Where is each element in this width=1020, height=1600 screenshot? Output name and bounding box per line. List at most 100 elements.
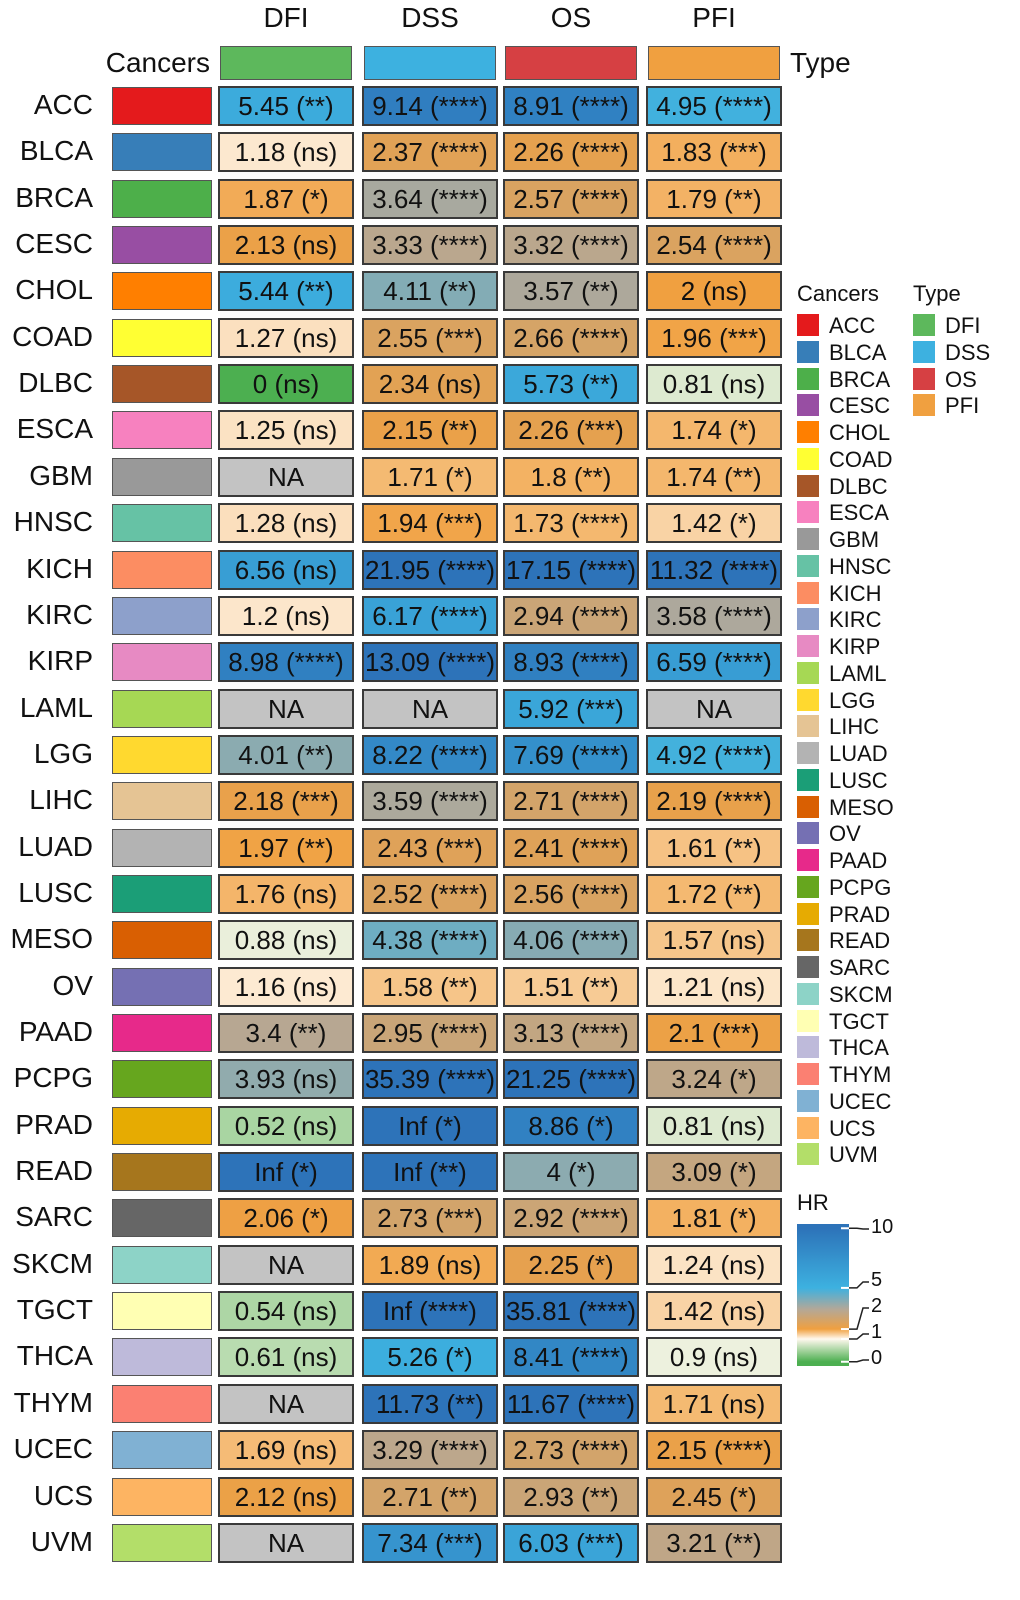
legend-label: PAAD <box>829 848 888 873</box>
cancer-strip-prad <box>112 1106 212 1145</box>
cancer-strip-laml <box>112 689 212 728</box>
heatmap-cell: 1.72 (**) <box>646 873 782 914</box>
type-legend-title: Type <box>913 281 961 306</box>
heatmap-cell: 3.57 (**) <box>503 271 639 312</box>
column-header-dss: DSS <box>401 2 459 33</box>
type-legend-label: PFI <box>945 393 980 419</box>
heatmap-cell: 8.22 (****) <box>362 734 498 775</box>
legend-label: TGCT <box>829 1008 889 1034</box>
column-header-dfi: DFI <box>263 2 309 33</box>
heatmap-cell: 2.26 (****) <box>503 132 639 173</box>
cancer-strip-brca <box>112 179 212 218</box>
legend-label: ESCA <box>829 500 889 526</box>
heatmap-cell: 2.15 (**) <box>362 410 498 451</box>
heatmap-cell: 35.39 (****) <box>362 1059 498 1100</box>
legend-swatch <box>797 795 819 818</box>
heatmap-cell: 4.95 (****) <box>646 86 782 126</box>
heatmap-cell: 0.52 (ns) <box>218 1105 354 1146</box>
heatmap-cell: 1.57 (ns) <box>646 920 782 961</box>
legend-label: KICH <box>829 580 882 606</box>
legend-swatch <box>797 635 819 657</box>
legend-label: SARC <box>829 955 891 980</box>
legend-label: UCS <box>829 1115 876 1141</box>
heatmap-cell: 1.8 (**) <box>503 456 639 497</box>
row-label: LGG <box>33 737 93 769</box>
heatmap-cell: 5.26 (*) <box>362 1337 498 1378</box>
legend-swatch <box>797 421 819 443</box>
legend-swatch <box>797 394 819 417</box>
cancer-strip-ucs <box>112 1477 212 1516</box>
legend-label: CESC <box>829 393 891 419</box>
heatmap-cell: 21.25 (****) <box>503 1059 639 1100</box>
heatmap-cell: 35.81 (****) <box>503 1291 639 1332</box>
heatmap-cell: 1.96 (***) <box>646 317 782 358</box>
type-annotation-label: Type <box>790 47 851 78</box>
heatmap-cell: 1.87 (*) <box>218 178 354 219</box>
legend-label: READ <box>829 928 891 954</box>
heatmap-cell: 1.97 (**) <box>218 827 354 868</box>
heatmap-cell: 5.73 (**) <box>503 364 639 405</box>
type-legend-swatch <box>913 367 935 390</box>
type-legend-label: OS <box>945 366 977 392</box>
cancer-strip-read <box>112 1153 212 1192</box>
heatmap-cell: 6.03 (***) <box>503 1522 639 1563</box>
heatmap-cell: 5.45 (**) <box>218 86 354 126</box>
cancer-strip-lihc <box>112 782 212 821</box>
heatmap-cell: 3.32 (****) <box>503 225 639 266</box>
heatmap-cell: 1.81 (*) <box>646 1198 782 1239</box>
type-legend-swatch <box>913 394 935 417</box>
heatmap-cell: 3.93 (ns) <box>218 1059 354 1100</box>
row-label: CESC <box>15 228 93 260</box>
legend-label: UVM <box>829 1142 878 1168</box>
row-label: PCPG <box>13 1062 93 1094</box>
type-strip-dss <box>364 46 496 80</box>
heatmap-cell: 3.33 (****) <box>362 225 498 266</box>
heatmap-cell: 1.25 (ns) <box>218 410 354 451</box>
legend-label: COAD <box>829 446 893 472</box>
hr-tick-leader <box>849 1359 869 1363</box>
heatmap-cell: NA <box>218 1383 354 1424</box>
row-label: KICH <box>26 552 93 584</box>
heatmap-cell: 4.01 (**) <box>218 734 354 775</box>
cancer-strip-chol <box>112 272 212 311</box>
cancer-strip-sarc <box>112 1199 212 1238</box>
legend-swatch <box>797 528 819 550</box>
heatmap-cell: 2.94 (****) <box>503 595 639 636</box>
cancer-strip-luad <box>112 828 212 867</box>
row-label: LUSC <box>18 876 93 908</box>
legend-label: CHOL <box>829 420 891 445</box>
heatmap-cell: 1.27 (ns) <box>218 317 354 358</box>
legend-swatch <box>797 1116 819 1139</box>
heatmap-cell: Inf (**) <box>362 1152 498 1193</box>
heatmap-cell: 2.43 (***) <box>362 827 498 868</box>
heatmap-cell: 2.66 (****) <box>503 317 639 358</box>
heatmap-cell: 3.59 (****) <box>362 781 498 822</box>
heatmap-cell: 2.71 (**) <box>362 1476 498 1517</box>
hr-colorbar-gradient <box>797 1224 849 1366</box>
hr-tick-leader <box>849 1281 869 1289</box>
heatmap-cell: 11.32 (****) <box>646 549 782 590</box>
hr-tick-label: 5 <box>871 1269 883 1291</box>
heatmap-cell: 1.73 (****) <box>503 503 639 544</box>
row-label: ESCA <box>16 413 93 445</box>
heatmap-cell: 2.71 (****) <box>503 781 639 822</box>
heatmap-cell: 8.98 (****) <box>218 642 354 683</box>
heatmap-cell: 0 (ns) <box>218 364 354 405</box>
legend-swatch <box>797 1143 819 1166</box>
heatmap-cell: 3.09 (*) <box>646 1152 782 1193</box>
cancer-strip-lgg <box>112 735 212 774</box>
heatmap-cell: 1.74 (*) <box>646 410 782 451</box>
cancer-strip-coad <box>112 318 212 357</box>
legend-label: PRAD <box>829 901 891 927</box>
hr-tick-leader <box>849 1333 869 1340</box>
row-label: CHOL <box>15 274 93 306</box>
legend-swatch <box>797 1063 819 1085</box>
heatmap-cell: 2.56 (****) <box>503 873 639 914</box>
heatmap-cell: 4.06 (****) <box>503 920 639 961</box>
row-label: PRAD <box>15 1108 93 1140</box>
heatmap-cell: 0.9 (ns) <box>646 1337 782 1378</box>
legend-label: MESO <box>829 794 894 820</box>
heatmap-cell: 1.58 (**) <box>362 966 498 1007</box>
hr-colorbar <box>797 1224 869 1366</box>
heatmap-cell: 1.74 (**) <box>646 456 782 497</box>
